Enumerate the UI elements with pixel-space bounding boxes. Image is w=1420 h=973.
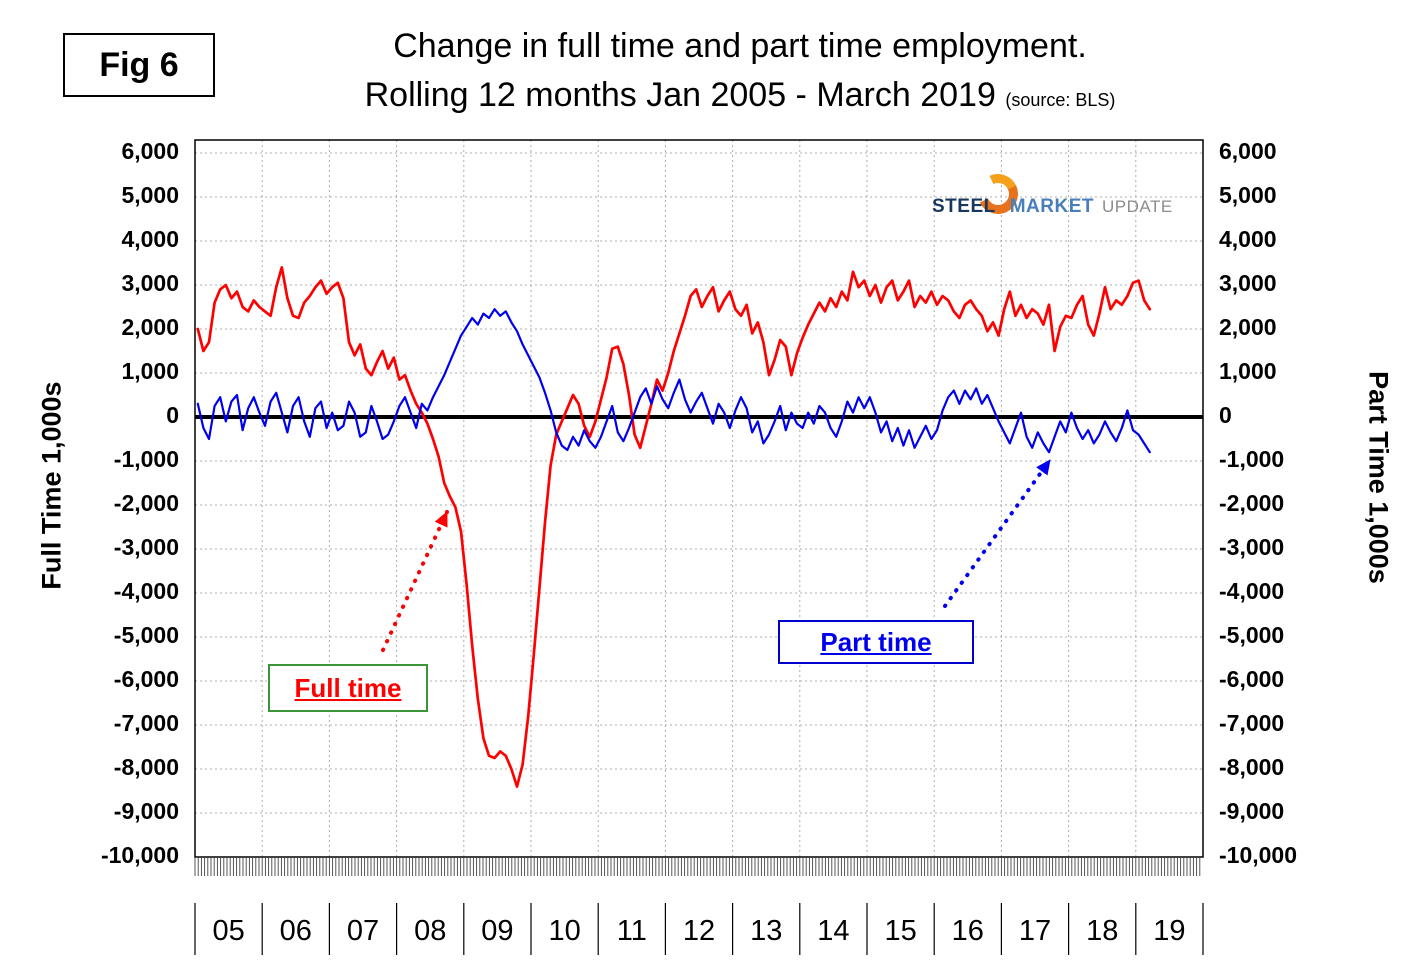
x-tick-year: 09 <box>481 915 513 947</box>
x-tick-year: 10 <box>548 915 580 947</box>
y-tick-right: 6,000 <box>1219 138 1277 164</box>
x-tick-year: 18 <box>1086 915 1118 947</box>
y-tick-right: 2,000 <box>1219 314 1277 340</box>
full-time-arrow <box>381 510 449 652</box>
chart-title-line2: Rolling 12 months Jan 2005 - March 2019 … <box>230 71 1250 120</box>
y-tick-left: -4,000 <box>114 578 179 604</box>
x-tick-year: 13 <box>750 915 782 947</box>
series-line-part-time <box>196 308 1151 454</box>
y-tick-left: 6,000 <box>121 138 179 164</box>
steel-market-update-logo: STEEL MARKET UPDATE <box>932 168 1173 230</box>
y-tick-right: 1,000 <box>1219 358 1277 384</box>
chart-title-line1: Change in full time and part time employ… <box>393 27 1087 65</box>
y-tick-left: -6,000 <box>114 666 179 692</box>
y-tick-right: -5,000 <box>1219 622 1284 648</box>
part-time-legend-label: Part time <box>820 626 932 657</box>
logo-word-steel: STEEL <box>932 196 996 217</box>
figure-number-label: Fig 6 <box>99 45 179 84</box>
y-tick-left: -7,000 <box>114 710 179 736</box>
y-tick-right: -4,000 <box>1219 578 1284 604</box>
y-tick-left: 3,000 <box>121 270 179 296</box>
y-tick-right: 0 <box>1219 402 1232 428</box>
y-tick-left: -2,000 <box>114 490 179 516</box>
chart-title: Change in full time and part time employ… <box>230 22 1250 121</box>
y-tick-right: -2,000 <box>1219 490 1284 516</box>
x-tick-year: 11 <box>617 915 647 947</box>
x-tick-year: 15 <box>884 915 916 947</box>
logo-word-update: UPDATE <box>1102 197 1173 216</box>
y-tick-left: 4,000 <box>121 226 179 252</box>
logo-word-market: MARKET <box>1009 196 1095 217</box>
y-tick-left: 2,000 <box>121 314 179 340</box>
y-tick-right: 3,000 <box>1219 270 1277 296</box>
source-note: (source: BLS) <box>1005 90 1116 111</box>
y-tick-right: -7,000 <box>1219 710 1284 736</box>
figure-number-box: Fig 6 <box>63 33 215 97</box>
y-tick-right: 5,000 <box>1219 182 1277 208</box>
y-tick-right: -9,000 <box>1219 798 1284 824</box>
y-tick-right: 4,000 <box>1219 226 1277 252</box>
y-tick-right: -3,000 <box>1219 534 1284 560</box>
full-time-legend-box: Full time <box>268 664 428 712</box>
x-tick-year: 17 <box>1019 915 1051 947</box>
y-tick-left: -8,000 <box>114 754 179 780</box>
part-time-arrow <box>943 458 1052 608</box>
y-tick-left: -3,000 <box>114 534 179 560</box>
x-tick-year: 05 <box>212 915 244 947</box>
y-tick-left: 0 <box>166 402 179 428</box>
y-tick-right: -8,000 <box>1219 754 1284 780</box>
x-tick-year: 07 <box>347 915 379 947</box>
chart-title-line2-text: Rolling 12 months Jan 2005 - March 2019 <box>364 76 996 115</box>
part-time-legend-box: Part time <box>778 620 974 664</box>
y-tick-left: -9,000 <box>114 798 179 824</box>
x-tick-year: 12 <box>683 915 715 947</box>
x-tick-year: 16 <box>952 915 984 947</box>
y-tick-left: -5,000 <box>114 622 179 648</box>
y-tick-left: -10,000 <box>101 842 179 868</box>
y-tick-right: -1,000 <box>1219 446 1284 472</box>
y-tick-right: -10,000 <box>1219 842 1297 868</box>
y-tick-left: 5,000 <box>121 182 179 208</box>
x-tick-year: 19 <box>1153 915 1185 947</box>
x-tick-year: 14 <box>817 915 849 947</box>
x-tick-year: 06 <box>280 915 312 947</box>
series-line-full-time <box>196 266 1152 788</box>
full-time-legend-label: Full time <box>294 672 402 703</box>
x-tick-year: 08 <box>414 915 446 947</box>
y-tick-left: 1,000 <box>121 358 179 384</box>
y-tick-right: -6,000 <box>1219 666 1284 692</box>
y-tick-left: -1,000 <box>114 446 179 472</box>
